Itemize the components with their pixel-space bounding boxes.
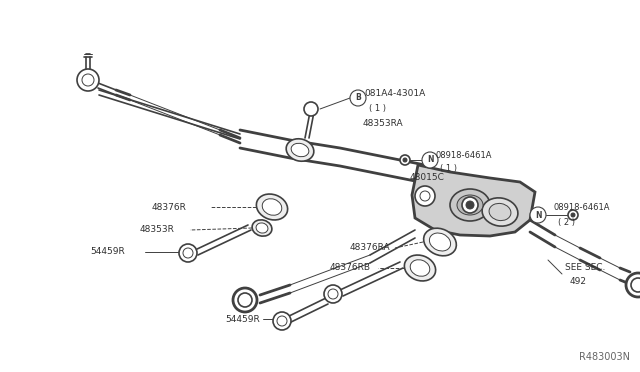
Circle shape (530, 207, 546, 223)
Text: 54459R: 54459R (90, 247, 125, 257)
Text: ( 1 ): ( 1 ) (369, 103, 386, 112)
Text: R483003N: R483003N (579, 352, 630, 362)
Circle shape (462, 197, 478, 213)
Text: ( 1 ): ( 1 ) (440, 164, 457, 173)
Text: 48376R: 48376R (152, 202, 187, 212)
Text: 48376RB: 48376RB (330, 263, 371, 273)
Text: 081A4-4301A: 081A4-4301A (364, 89, 425, 97)
Ellipse shape (482, 198, 518, 226)
Circle shape (571, 213, 575, 217)
Text: N: N (535, 211, 541, 219)
Text: 48376RA: 48376RA (350, 244, 390, 253)
Text: 08918-6461A: 08918-6461A (553, 203, 609, 212)
Text: B: B (355, 93, 361, 103)
Circle shape (328, 289, 338, 299)
Circle shape (403, 158, 407, 162)
Text: 48353RA: 48353RA (363, 119, 404, 128)
Ellipse shape (252, 220, 272, 236)
Ellipse shape (489, 203, 511, 221)
Text: 48015C: 48015C (410, 173, 445, 183)
Ellipse shape (257, 194, 287, 220)
Ellipse shape (450, 189, 490, 221)
Circle shape (400, 155, 410, 165)
Circle shape (183, 248, 193, 258)
Text: N: N (427, 155, 433, 164)
Text: 492: 492 (570, 276, 587, 285)
Ellipse shape (404, 255, 436, 281)
Text: ( 2 ): ( 2 ) (558, 218, 575, 227)
Circle shape (415, 186, 435, 206)
Circle shape (350, 90, 366, 106)
Circle shape (77, 69, 99, 91)
Text: 48353R: 48353R (140, 225, 175, 234)
Circle shape (233, 288, 257, 312)
Ellipse shape (286, 139, 314, 161)
Circle shape (324, 285, 342, 303)
Circle shape (179, 244, 197, 262)
Ellipse shape (262, 199, 282, 215)
Polygon shape (412, 165, 535, 236)
Ellipse shape (424, 228, 456, 256)
Text: 54459R: 54459R (225, 314, 260, 324)
Circle shape (631, 278, 640, 292)
Ellipse shape (291, 143, 309, 157)
Circle shape (422, 152, 438, 168)
Ellipse shape (457, 195, 483, 215)
Circle shape (273, 312, 291, 330)
Circle shape (466, 201, 474, 209)
Circle shape (626, 273, 640, 297)
Circle shape (82, 74, 94, 86)
Ellipse shape (429, 233, 451, 251)
Text: 08918-6461A: 08918-6461A (435, 151, 492, 160)
Ellipse shape (410, 260, 430, 276)
Circle shape (304, 102, 318, 116)
Circle shape (420, 191, 430, 201)
Ellipse shape (256, 223, 268, 233)
Circle shape (277, 316, 287, 326)
Text: SEE SEC.: SEE SEC. (565, 263, 605, 273)
Circle shape (238, 293, 252, 307)
Circle shape (568, 210, 578, 220)
